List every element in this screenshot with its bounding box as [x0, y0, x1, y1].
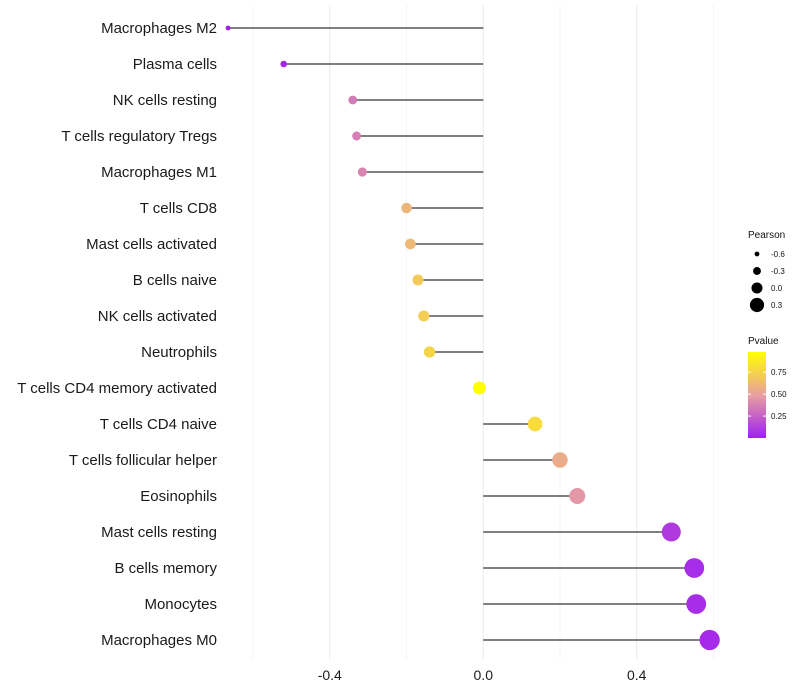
category-label: Plasma cells — [133, 56, 217, 73]
x-tick-label: -0.4 — [318, 667, 342, 683]
size-legend: -0.6 -0.3 0.0 0.3 — [749, 250, 785, 313]
lollipop-dot — [418, 310, 430, 322]
lollipop-dot — [552, 452, 568, 468]
category-label: T cells follicular helper — [69, 452, 217, 469]
category-label: Macrophages M0 — [101, 632, 217, 649]
x-tick-labels: -0.4 0.0 0.4 — [318, 667, 647, 683]
lollipop-dot — [401, 202, 412, 214]
legend-size-dot — [751, 282, 763, 294]
category-label: T cells CD4 memory activated — [17, 380, 217, 397]
dots — [225, 25, 720, 651]
category-label: Mast cells activated — [86, 236, 217, 253]
category-label: T cells regulatory Tregs — [61, 128, 217, 145]
legend-size-label: -0.6 — [771, 250, 785, 259]
category-label: T cells CD4 naive — [100, 416, 217, 433]
legend-size-title: Pearson — [748, 230, 785, 241]
lollipop-dot — [684, 558, 705, 578]
category-label: B cells naive — [133, 272, 217, 289]
lollipop-dot — [225, 25, 231, 31]
legend-size-label: 0.0 — [771, 284, 783, 293]
legend-size-dot — [754, 251, 760, 257]
legend: Pearson -0.6-0.30.00.3 Pvalue 0.750.500.… — [748, 230, 787, 438]
category-label: NK cells activated — [98, 308, 217, 325]
category-label: Eosinophils — [140, 488, 217, 505]
colorbar-tick-label: 0.50 — [771, 390, 787, 399]
category-labels: Macrophages M2 Plasma cells NK cells resti… — [17, 20, 217, 649]
legend-size-label: 0.3 — [771, 301, 783, 310]
category-label: NK cells resting — [113, 92, 217, 109]
lollipop-dot — [423, 346, 436, 358]
lollipop-dot — [412, 274, 424, 286]
category-label: Neutrophils — [141, 344, 217, 361]
colorbar-tick-label: 0.25 — [771, 412, 787, 421]
lollipop-dot — [405, 238, 416, 250]
lollipop-dot — [280, 60, 288, 68]
grid — [252, 5, 714, 660]
legend-color-title: Pvalue — [748, 336, 779, 347]
colorbar-ticks: 0.75 0.50 0.25 — [748, 368, 787, 421]
x-tick-label: 0.4 — [627, 667, 647, 683]
legend-size-dot — [753, 267, 761, 275]
lollipop-dot — [352, 131, 362, 141]
category-label: Macrophages M1 — [101, 164, 217, 181]
category-label: Mast cells resting — [101, 524, 217, 541]
category-label: Monocytes — [144, 596, 217, 613]
legend-size-label: -0.3 — [771, 267, 785, 276]
lollipop-dot — [527, 416, 543, 432]
category-label: T cells CD8 — [140, 200, 217, 217]
colorbar-tick-label: 0.75 — [771, 368, 787, 377]
lollipop-dot — [348, 95, 358, 105]
legend-size-dot — [749, 297, 765, 313]
lollipop-dot — [661, 522, 681, 542]
lollipop-dot — [686, 594, 707, 614]
lollipop-dot — [472, 381, 486, 395]
x-tick-label: 0.0 — [474, 667, 494, 683]
category-label: B cells memory — [114, 560, 217, 577]
pvalue-colorbar — [748, 352, 766, 438]
category-label: Macrophages M2 — [101, 20, 217, 37]
lollipop-dot — [357, 167, 367, 177]
lollipop-dot — [699, 629, 720, 651]
lollipop-dot — [569, 487, 586, 505]
stems — [228, 27, 710, 641]
